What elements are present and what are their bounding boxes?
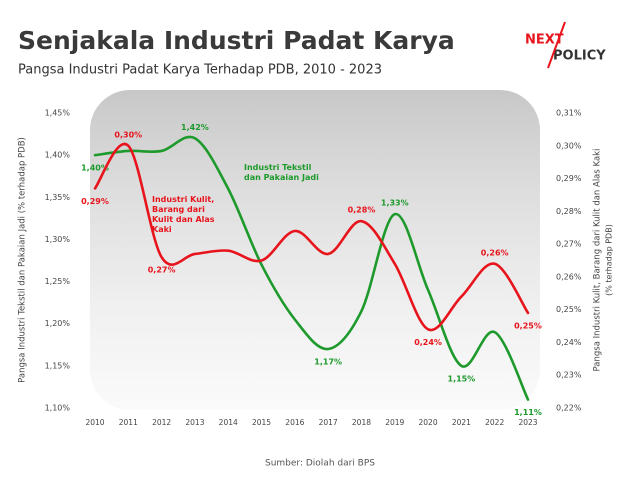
value-label: 1,40% (81, 164, 109, 173)
chart-title: Senjakala Industri Padat Karya (18, 26, 455, 55)
x-tick-label: 2018 (352, 418, 371, 427)
chart-subtitle: Pangsa Industri Padat Karya Terhadap PDB… (18, 63, 382, 78)
x-tick-label: 2016 (285, 418, 304, 427)
value-label: 0,29% (81, 197, 109, 206)
x-tick-label: 2014 (219, 418, 238, 427)
value-label: 1,11% (514, 408, 542, 417)
source: Sumber: Diolah dari BPS (265, 459, 375, 469)
x-tick-label: 2017 (319, 418, 338, 427)
value-label: 0,26% (481, 248, 509, 257)
logo-next: NEXT (525, 33, 564, 48)
value-label: 0,28% (348, 206, 376, 215)
logo-policy: POLICY (553, 49, 606, 64)
y2-tick-label: 0,26% (556, 272, 582, 281)
y2-tick-label: 0,28% (556, 207, 582, 216)
x-tick-label: 2023 (518, 418, 537, 427)
logo-slash (547, 21, 566, 69)
y2-tick-label: 0,29% (556, 174, 582, 183)
x-tick-label: 2013 (185, 418, 204, 427)
value-label: 1,15% (448, 374, 476, 383)
x-tick-label: 2015 (252, 418, 271, 427)
y2-tick-label: 0,24% (556, 338, 582, 347)
line (93, 142, 530, 332)
y-tick-label: 1,35% (45, 193, 71, 202)
value-label: 0,25% (514, 321, 542, 330)
y-tick-label: 1,40% (45, 151, 71, 160)
y-tick-label: 1,30% (45, 235, 71, 244)
x-tick-label: 2022 (485, 418, 504, 427)
y2-tick-label: 0,25% (556, 305, 582, 314)
x-tick-label: 2011 (119, 418, 138, 427)
x-tick-label: 2019 (385, 418, 404, 427)
y2-tick-label: 0,30% (556, 141, 582, 150)
y2-tick-label: 0,22% (556, 404, 582, 413)
value-label: 0,27% (148, 266, 176, 275)
y-tick-label: 1,45% (45, 109, 71, 118)
y2-axis-label: Pangsa Industri Kulit, Barang dari Kulit… (593, 149, 603, 372)
y2-tick-label: 0,23% (556, 371, 582, 380)
value-label: 1,42% (181, 123, 209, 132)
y2-axis-label: (% terhadap PDB) (605, 224, 614, 296)
y2-tick-label: 0,27% (556, 240, 582, 249)
y-tick-label: 1,15% (45, 361, 71, 370)
y-tick-label: 1,10% (45, 404, 71, 413)
series-annotation: Industri Tekstil dan Pakaian Jadi (244, 163, 319, 182)
y-tick-label: 1,25% (45, 277, 71, 286)
y-tick-label: 1,20% (45, 319, 71, 328)
value-label: 0,24% (414, 338, 442, 347)
x-tick-label: 2021 (452, 418, 471, 427)
x-tick-label: 2010 (85, 418, 104, 427)
series-annotation: Industri Kulit, Barang dari Kulit dan Al… (152, 195, 215, 234)
x-tick-label: 2020 (419, 418, 438, 427)
x-tick-label: 2012 (152, 418, 171, 427)
value-label: 1,17% (314, 358, 342, 367)
value-label: 1,33% (381, 199, 409, 208)
y-axis-label: Pangsa Industri Tekstil dan Pakaian Jadi… (18, 137, 28, 383)
y2-tick-label: 0,31% (556, 109, 582, 118)
value-label: 0,30% (114, 130, 142, 139)
line (93, 135, 530, 401)
